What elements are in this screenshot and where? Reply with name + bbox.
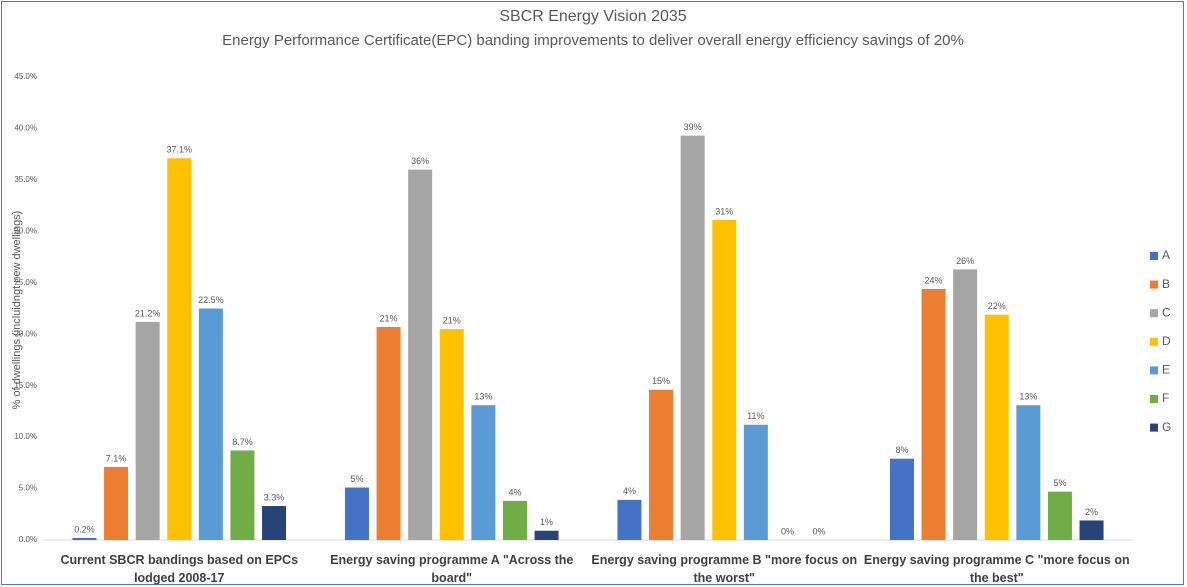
- data-label: 2%: [1085, 507, 1098, 517]
- bar: [439, 329, 464, 540]
- legend-swatch: [1150, 395, 1158, 403]
- y-tick-label: 45.0%: [14, 72, 37, 81]
- bar: [471, 405, 496, 540]
- legend-swatch: [1150, 337, 1158, 346]
- data-label: 4%: [623, 486, 636, 496]
- legend-swatch: [1150, 252, 1158, 260]
- data-label: 1%: [540, 517, 553, 527]
- bar: [617, 499, 642, 540]
- bar: [230, 450, 255, 540]
- data-label: 22%: [988, 301, 1006, 311]
- bar: [1047, 491, 1072, 540]
- legend-swatch: [1150, 366, 1158, 375]
- data-label: 22.5%: [198, 295, 224, 305]
- y-axis-label: % of dwellings (incluidngt new dwellings…: [11, 211, 23, 410]
- chart-title: SBCR Energy Vision 2035: [499, 8, 686, 25]
- data-label: 21%: [443, 315, 461, 325]
- bar: [680, 135, 705, 540]
- data-label: 5%: [1053, 478, 1066, 488]
- legend-label: E: [1162, 363, 1170, 377]
- bar: [502, 500, 527, 540]
- data-label: 13%: [1019, 392, 1037, 402]
- data-label: 5%: [350, 474, 363, 484]
- data-label: 37.1%: [166, 145, 192, 155]
- bar: [344, 487, 369, 540]
- bar: [376, 327, 401, 540]
- data-label: 3.3%: [264, 492, 285, 502]
- data-label: 4%: [508, 487, 521, 497]
- data-label: 21.2%: [135, 308, 161, 318]
- data-label: 26%: [956, 256, 974, 266]
- y-tick-label: 15.0%: [14, 381, 37, 390]
- data-label: 0.2%: [74, 524, 95, 534]
- legend-label: B: [1162, 277, 1170, 291]
- y-tick-label: 0.0%: [19, 535, 37, 544]
- bar: [712, 220, 737, 540]
- data-label: 7.1%: [106, 453, 127, 463]
- bar: [649, 389, 674, 540]
- chart-subtitle: Energy Performance Certificate(EPC) band…: [222, 32, 964, 49]
- bar: [104, 466, 129, 540]
- x-tick-label: Energy saving programme C "more focus on…: [863, 553, 1130, 585]
- data-label: 31%: [715, 206, 733, 216]
- bar: [1079, 520, 1104, 540]
- data-label: 39%: [684, 122, 702, 132]
- bar: [72, 537, 97, 540]
- x-tick-label: Energy saving programme A "Across the bo…: [330, 553, 574, 585]
- legend-swatch: [1150, 309, 1158, 318]
- data-label: 0%: [813, 526, 826, 536]
- legend-label: A: [1162, 248, 1170, 262]
- y-tick-label: 35.0%: [14, 175, 37, 184]
- bar: [984, 314, 1009, 540]
- bar: [198, 308, 223, 540]
- y-tick-label: 30.0%: [14, 226, 37, 235]
- bar: [953, 269, 978, 540]
- legend-label: G: [1162, 420, 1171, 434]
- bar: [167, 158, 192, 540]
- y-tick-label: 5.0%: [19, 484, 37, 493]
- bar: [889, 458, 914, 540]
- bar: [1016, 405, 1041, 540]
- x-tick-label: Current SBCR bandings based on EPCs lodg…: [60, 553, 299, 585]
- legend-label: F: [1162, 391, 1169, 405]
- data-label: 21%: [380, 313, 398, 323]
- legend-label: C: [1162, 305, 1171, 319]
- y-tick-label: 25.0%: [14, 278, 37, 287]
- data-label: 15%: [652, 376, 670, 386]
- data-label: 24%: [925, 275, 943, 285]
- x-tick-label: Energy saving programme B "more focus on…: [591, 553, 858, 585]
- bar: [534, 530, 559, 540]
- y-tick-label: 20.0%: [14, 329, 37, 338]
- bar: [408, 169, 433, 540]
- legend-swatch: [1150, 280, 1158, 289]
- legend-label: D: [1162, 334, 1171, 348]
- data-label: 0%: [781, 526, 794, 536]
- data-label: 13%: [474, 392, 492, 402]
- data-label: 8.7%: [232, 437, 253, 447]
- bar: [743, 424, 768, 540]
- data-label: 8%: [895, 445, 908, 455]
- data-label: 36%: [411, 156, 429, 166]
- legend-swatch: [1150, 423, 1158, 432]
- y-tick-label: 40.0%: [14, 124, 37, 133]
- data-label: 11%: [747, 411, 764, 421]
- y-tick-label: 10.0%: [14, 432, 37, 441]
- bar: [921, 288, 946, 540]
- bar: [262, 506, 287, 540]
- bar: [135, 321, 160, 540]
